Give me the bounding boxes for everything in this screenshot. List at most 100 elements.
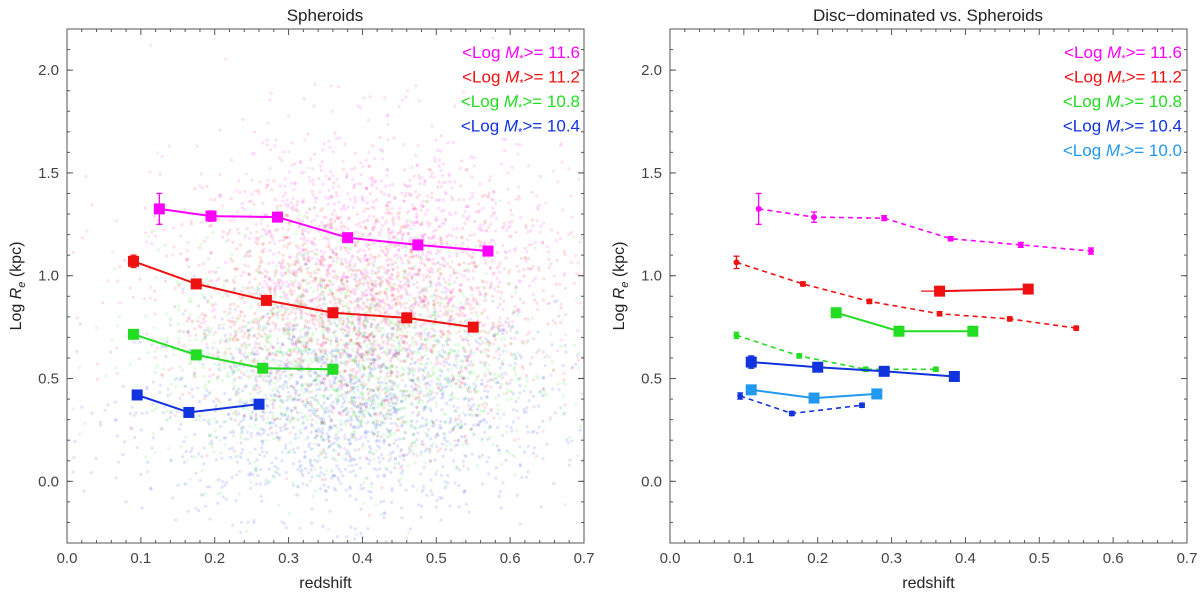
background-point [274,324,278,328]
background-point [292,397,296,401]
background-point [313,271,317,275]
background-point [249,432,253,436]
background-point [363,367,367,372]
background-point [138,277,142,281]
background-point [435,432,439,436]
background-point [433,315,437,320]
background-point [373,303,377,307]
background-point [417,395,421,399]
background-point [514,230,518,234]
background-point [226,371,230,375]
background-point [327,279,331,283]
background-point [412,425,417,429]
background-point [426,338,431,342]
background-point [359,354,363,358]
background-point [238,347,242,351]
background-point [414,296,418,300]
background-point [251,350,255,354]
background-point [396,407,400,411]
background-point [479,349,483,354]
background-point [486,411,490,415]
background-point [510,295,514,299]
background-point [431,390,435,394]
background-point [474,339,478,343]
background-point [210,327,214,331]
background-point [249,417,253,421]
background-point [497,357,501,361]
background-point [313,378,317,382]
background-point [408,305,412,309]
background-point [273,326,277,330]
background-point [207,353,211,357]
background-point [437,383,441,387]
background-point [416,376,420,380]
background-point [161,411,166,415]
background-point [321,524,325,529]
background-point [469,348,473,352]
background-point [344,419,348,423]
background-point [358,379,362,383]
background-point [308,382,312,386]
background-point [435,294,439,298]
background-point [349,379,353,383]
background-point [340,355,344,359]
background-point [358,409,362,413]
background-point [428,383,432,387]
background-point [320,324,325,328]
background-point [271,321,275,325]
background-point [351,469,356,473]
background-point [355,212,359,216]
background-point [313,358,318,362]
background-point [349,385,353,389]
background-point [420,439,424,443]
background-point [469,360,473,364]
background-point [380,421,384,425]
background-point [253,317,258,321]
background-point [492,334,497,338]
background-point [251,473,255,477]
background-point [456,374,461,378]
background-point [526,256,531,261]
background-point [407,298,411,302]
background-point [223,443,227,447]
background-point [416,395,420,399]
background-point [333,321,337,325]
background-point [234,455,238,459]
background-point [271,306,275,310]
background-point [393,395,397,399]
background-point [252,202,256,206]
background-point [515,313,520,317]
background-point [271,421,275,425]
background-point [273,465,277,469]
background-point [144,455,148,459]
background-point [352,400,357,404]
background-point [436,449,440,453]
background-point [500,462,504,466]
background-point [253,333,257,337]
background-point [537,348,541,352]
background-point [469,351,473,355]
background-point [385,394,390,398]
background-point [256,189,261,193]
background-point [428,388,432,392]
background-point [214,397,218,401]
background-point [360,356,364,360]
background-point [460,159,464,163]
background-point [289,350,293,354]
background-point [353,431,357,435]
background-point [441,442,445,446]
background-point [354,415,358,419]
background-point [305,341,309,345]
background-point [332,441,336,445]
background-point [377,381,381,385]
background-point [173,378,177,382]
background-point [334,227,339,231]
background-point [268,427,272,431]
background-point [449,448,453,452]
background-point [224,497,228,501]
background-point [484,298,488,302]
background-point [559,321,563,325]
background-point [400,191,404,195]
background-point [153,326,157,330]
background-point [485,316,490,320]
